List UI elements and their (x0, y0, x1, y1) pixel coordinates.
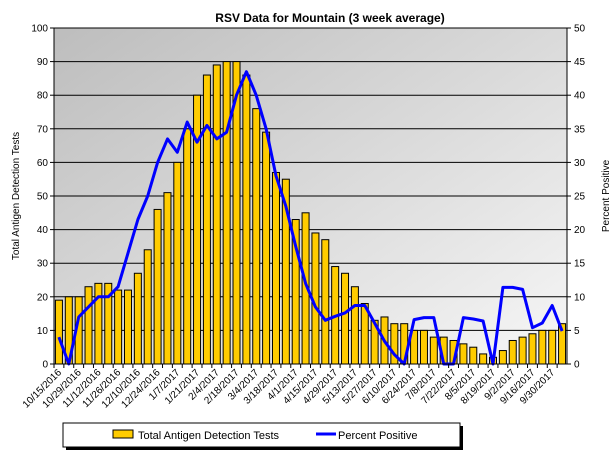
left-tick-label: 60 (37, 158, 49, 169)
bar (153, 208, 162, 365)
left-tick-label: 30 (37, 259, 49, 270)
bar (350, 286, 359, 365)
bar (528, 333, 537, 365)
bar (252, 108, 261, 365)
legend-line-label: Percent Positive (338, 430, 417, 442)
bar (173, 161, 182, 365)
bar (548, 329, 557, 365)
right-tick-label: 25 (574, 192, 586, 203)
right-axis-title: Percent Positive (601, 159, 612, 232)
bar (321, 239, 330, 365)
bar (508, 339, 517, 365)
bar (133, 272, 142, 365)
right-tick-label: 10 (574, 292, 586, 303)
left-tick-label: 90 (37, 57, 49, 68)
right-tick-label: 5 (574, 326, 580, 337)
bar (114, 289, 123, 365)
bar (212, 64, 221, 365)
bar (242, 74, 251, 365)
left-tick-label: 100 (31, 24, 48, 35)
legend-bar-label: Total Antigen Detection Tests (138, 430, 280, 442)
right-tick-label: 15 (574, 259, 586, 270)
bar (459, 343, 468, 365)
bar (419, 329, 428, 365)
left-tick-label: 20 (37, 292, 49, 303)
right-tick-label: 35 (574, 124, 586, 135)
bar (262, 131, 271, 365)
bar (341, 272, 350, 365)
left-tick-label: 0 (42, 360, 48, 371)
right-tick-label: 20 (574, 225, 586, 236)
bar (538, 329, 547, 365)
bar (54, 299, 63, 365)
left-tick-label: 40 (37, 225, 49, 236)
right-tick-label: 0 (574, 360, 580, 371)
legend-bar-swatch (112, 429, 134, 439)
bar (163, 192, 172, 365)
left-tick-label: 70 (37, 124, 49, 135)
bar (498, 350, 507, 365)
bar (123, 289, 132, 365)
bar (479, 353, 488, 365)
bar (143, 249, 152, 365)
chart-title: RSV Data for Mountain (3 week average) (215, 11, 444, 25)
right-tick-label: 30 (574, 158, 586, 169)
left-tick-label: 80 (37, 91, 49, 102)
bar (183, 128, 192, 365)
bar (84, 286, 93, 365)
bar (271, 171, 280, 365)
right-tick-label: 45 (574, 57, 586, 68)
percent-positive-line (57, 70, 564, 366)
left-axis-title: Total Antigen Detection Tests (11, 132, 22, 260)
left-tick-label: 10 (37, 326, 49, 337)
bar (469, 346, 478, 365)
right-tick-label: 50 (574, 24, 586, 35)
legend: Total Antigen Detection Tests Percent Po… (62, 422, 463, 450)
bar (202, 74, 211, 365)
left-tick-label: 50 (37, 192, 49, 203)
bar (222, 61, 231, 365)
right-tick-label: 40 (574, 91, 586, 102)
bar (518, 336, 527, 365)
bar (429, 336, 438, 365)
